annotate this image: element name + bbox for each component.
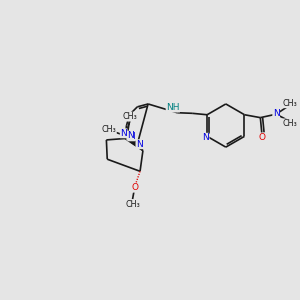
Text: CH₃: CH₃ [126, 200, 140, 208]
Text: CH₃: CH₃ [282, 99, 297, 108]
Text: O: O [258, 133, 265, 142]
Text: O: O [131, 183, 138, 192]
Text: N: N [128, 132, 135, 141]
Text: NH: NH [166, 103, 180, 112]
Text: CH₃: CH₃ [123, 112, 137, 121]
Text: N: N [202, 133, 209, 142]
Text: N: N [120, 129, 127, 138]
Text: N: N [127, 131, 134, 140]
Polygon shape [125, 134, 143, 151]
Text: N: N [136, 140, 143, 149]
Text: CH₃: CH₃ [282, 119, 297, 128]
Text: N: N [273, 109, 280, 118]
Text: CH₃: CH₃ [102, 125, 116, 134]
